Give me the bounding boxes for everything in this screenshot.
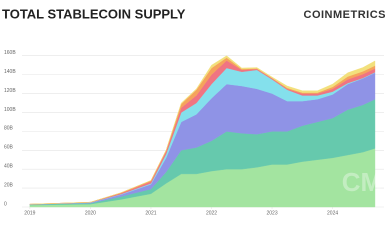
y-tick-label: 160B: [4, 50, 16, 56]
y-tick-label: 120B: [4, 88, 16, 94]
area: [29, 55, 376, 205]
y-tick-label: 140B: [4, 69, 16, 75]
x-tick-label: 2023: [266, 210, 277, 216]
x-tick-label: 2021: [145, 210, 156, 216]
chart-title: TOTAL STABLECOIN SUPPLY: [2, 6, 186, 21]
x-tick-label: 2022: [206, 210, 217, 216]
y-tick-label: 20B: [4, 182, 14, 188]
x-tick-label: 2020: [85, 210, 96, 216]
logo: COINMETRICS: [304, 9, 387, 21]
x-tick-label: 2019: [24, 210, 35, 216]
y-tick-label: 100B: [4, 107, 16, 113]
y-tick-label: 60B: [4, 145, 14, 151]
y-tick-label: 80B: [4, 126, 14, 132]
y-tick-label: 40B: [4, 164, 14, 170]
y-tick-label: 0: [4, 201, 7, 207]
watermark: CM: [342, 167, 382, 197]
x-tick-label: 2024: [327, 210, 338, 216]
chart: TOTAL STABLECOIN SUPPLY COINMETRICS 0 20B…: [2, 6, 387, 216]
